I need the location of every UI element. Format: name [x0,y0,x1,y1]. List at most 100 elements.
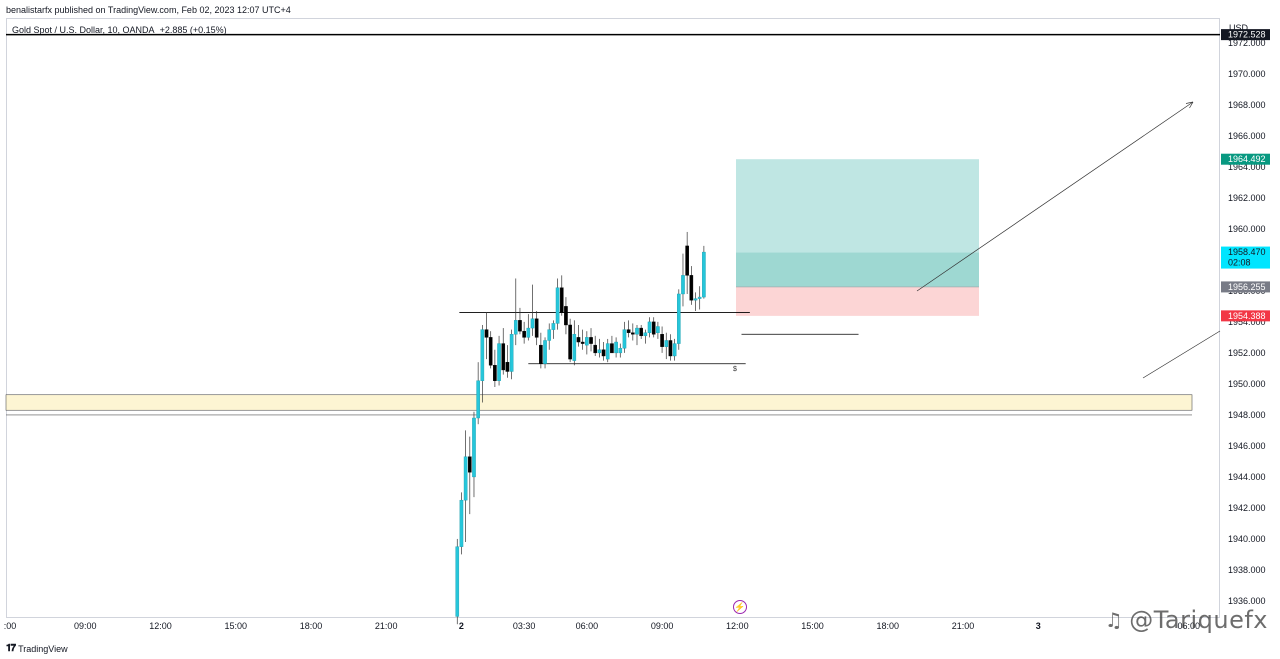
candle[interactable] [651,317,656,338]
candle-body [559,287,564,313]
candle[interactable] [639,324,643,339]
candle-body [564,306,568,326]
candle[interactable] [476,362,480,425]
candle[interactable] [547,323,552,350]
candle[interactable] [534,311,539,346]
candle[interactable] [463,430,468,543]
x-axis: :00 09:00 12:00 15:00 18:00 21:00 2 03:30 06:00 0… [4,621,1200,631]
candle[interactable] [559,275,564,316]
candle[interactable] [539,332,543,369]
candle[interactable] [626,320,631,338]
candle[interactable] [622,321,627,353]
candle[interactable] [505,345,510,378]
candle[interactable] [668,334,673,361]
candle[interactable] [522,321,526,344]
price-tag-bg [1221,246,1270,269]
candle[interactable] [509,329,514,380]
candle[interactable] [555,278,560,330]
candle-body [459,499,464,547]
candle[interactable] [597,338,602,358]
candle[interactable] [677,289,681,350]
candle[interactable] [518,307,522,335]
candle[interactable] [572,320,577,366]
candle[interactable] [568,318,572,363]
candle[interactable] [472,411,476,498]
candle[interactable] [656,321,660,339]
candle-body [651,321,656,335]
candle[interactable] [689,266,694,305]
candle[interactable] [664,332,669,360]
candle-body [639,327,643,337]
candle[interactable] [488,331,493,369]
candle[interactable] [660,326,664,353]
candle[interactable] [543,337,547,369]
candle[interactable] [580,329,585,350]
candle[interactable] [693,292,698,312]
x-tick-label: 2 [459,621,464,631]
candle[interactable] [564,297,568,335]
brand-footer[interactable]: 𝟏𝟕 TradingView [6,643,68,654]
candle[interactable] [672,338,677,361]
candle[interactable] [484,312,489,360]
candle-body [664,340,669,347]
candle[interactable] [685,231,689,294]
candle-body [534,318,539,338]
price-tag-target[interactable]: 1964.492 [1221,153,1270,165]
candle[interactable] [601,342,606,361]
candle[interactable] [614,337,618,358]
candle[interactable] [610,335,614,354]
candle-body [656,326,660,333]
candle[interactable] [576,324,581,347]
price-tag-line[interactable]: 1972.528 [1221,29,1270,41]
candle[interactable] [501,328,506,375]
candle[interactable] [455,538,460,625]
price-tag-entry[interactable]: 1956.255 [1221,281,1270,293]
open-profit-zone [736,252,979,287]
candle[interactable] [459,492,464,555]
candle[interactable] [697,286,702,310]
candle[interactable] [635,324,639,346]
trend-arrow-lower[interactable] [1142,330,1221,379]
candle[interactable] [593,335,597,356]
chart-frame [6,18,1220,618]
candle[interactable] [468,436,472,515]
stop-zone[interactable] [736,286,979,316]
symbol-legend[interactable]: Gold Spot / U.S. Dollar, 10, OANDA +2.88… [12,25,227,35]
candle[interactable] [530,284,535,336]
candle[interactable] [681,253,685,307]
candle[interactable] [497,335,501,386]
candle[interactable] [585,331,589,355]
candle-body [526,327,531,338]
y-tick-label: 1966.000 [1228,131,1266,141]
candle-body [689,275,694,301]
candle[interactable] [513,278,518,346]
candle-body [505,361,510,372]
candle[interactable] [526,314,531,341]
candle-body [597,349,602,354]
candle-body [585,337,589,346]
candle-body [518,320,522,332]
candle[interactable] [647,317,652,338]
candle[interactable] [618,343,623,358]
y-tick-label: 1948.000 [1228,410,1266,420]
candle[interactable] [589,328,593,352]
watermark: ♫ @Tariquefx [1105,606,1268,634]
candle-body [593,344,597,354]
candle[interactable] [480,324,485,403]
candle[interactable] [631,323,635,341]
price-tag-stop[interactable]: 1954.388 [1221,310,1270,322]
trend-arrow-upper[interactable] [916,101,1194,292]
candle[interactable] [702,245,706,299]
candle[interactable] [643,329,648,344]
support-zone[interactable] [5,394,1193,411]
candle-body [618,348,623,354]
candle[interactable] [493,349,497,387]
candle[interactable] [605,338,610,363]
lightning-icon[interactable]: ⚡ [733,600,747,614]
y-tick-label: 1964.000 [1228,162,1266,172]
candle-body [605,343,610,360]
candle[interactable] [551,320,556,339]
price-tag-bg [1221,281,1270,293]
